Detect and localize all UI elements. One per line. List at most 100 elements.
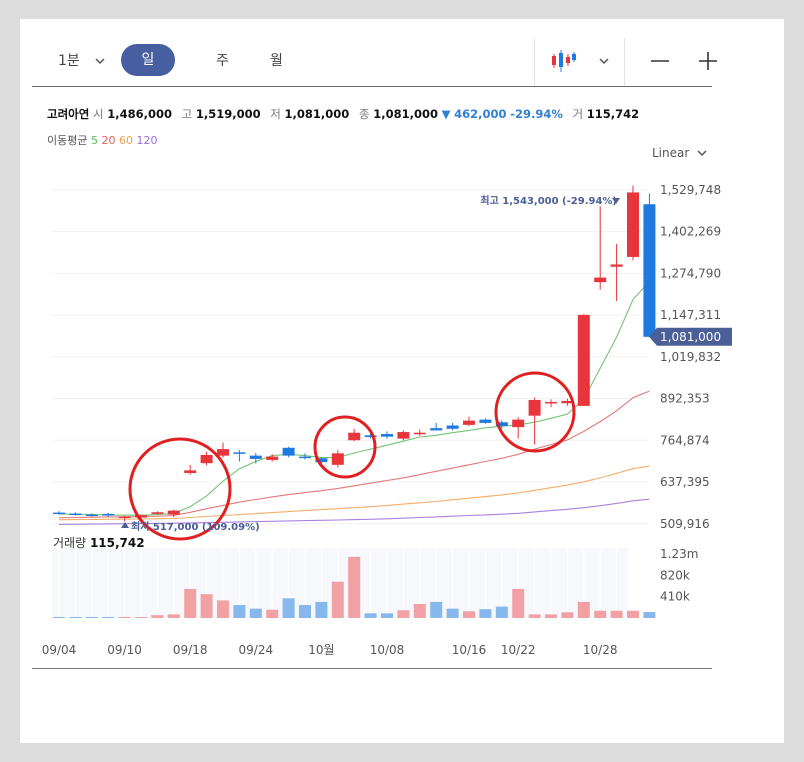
bottom-divider — [32, 668, 712, 669]
volume-bar — [249, 608, 262, 618]
open-price: 1,486,000 — [107, 107, 172, 121]
volume-bar — [85, 617, 98, 618]
candle-body — [479, 419, 492, 423]
max-marker-icon — [612, 198, 620, 204]
high-label: 고 — [181, 107, 193, 121]
x-axis-label: 10월 — [308, 643, 334, 657]
volume-bar — [512, 588, 525, 618]
close-price: 1,081,000 — [373, 107, 438, 121]
scale-select[interactable]: Linear — [652, 146, 707, 160]
ma-5: 5 — [90, 134, 98, 147]
volume-bar — [217, 600, 229, 618]
candle-body — [151, 512, 164, 514]
scale-label: Linear — [652, 146, 690, 160]
candle-body — [118, 516, 131, 519]
change-percent: -29.94% — [510, 107, 563, 121]
price-axis-label: 1,529,748 — [660, 183, 721, 197]
x-axis-label: 10/16 — [452, 643, 487, 657]
candle-body — [102, 513, 115, 516]
price-axis-label: 1,274,790 — [660, 266, 721, 280]
candle-body — [53, 512, 65, 515]
price-axis-label: 637,395 — [660, 475, 710, 489]
volume-bar — [331, 581, 344, 618]
close-label: 종 — [358, 107, 370, 121]
candle-body — [282, 447, 295, 456]
ma5-line — [58, 281, 650, 516]
volume-bar — [299, 605, 311, 618]
volume-bar — [610, 610, 623, 618]
volume-bar — [118, 617, 131, 618]
candle-body — [512, 419, 525, 428]
highlight-circle — [128, 437, 232, 541]
candle-body — [249, 455, 262, 459]
candle-body — [266, 456, 279, 460]
candle-body — [430, 428, 443, 431]
current-price-label: 1,081,000 — [660, 330, 721, 344]
tab-day[interactable]: 일 — [121, 44, 175, 76]
highlight-circle — [313, 415, 377, 479]
volume-bar — [102, 617, 115, 618]
ma60-line — [58, 465, 650, 521]
candlestick-type-icon[interactable] — [550, 48, 576, 74]
candle-body — [413, 432, 426, 435]
volume-bar — [545, 614, 557, 618]
volume-bar — [577, 601, 590, 618]
volume-bar — [53, 617, 65, 618]
candle-body — [643, 204, 656, 337]
volume-bar — [397, 610, 410, 618]
interval-select[interactable]: 1분 — [58, 53, 80, 69]
candle-body — [69, 513, 82, 516]
candle-body — [299, 456, 311, 459]
x-axis-label: 10/22 — [501, 643, 536, 657]
candle-body — [348, 432, 361, 441]
toolbar-divider — [624, 38, 625, 86]
candle-body — [446, 425, 459, 429]
candle-body — [364, 435, 377, 437]
tab-week[interactable]: 주 — [216, 53, 229, 69]
volume-bar — [266, 609, 279, 618]
price-axis-label: 1,147,311 — [660, 308, 721, 322]
candle-body — [577, 314, 590, 406]
candle-body — [495, 422, 508, 427]
chevron-down-icon[interactable] — [598, 57, 610, 65]
price-axis-label: 1,402,269 — [660, 225, 721, 239]
volume-title: 거래량 115,742 — [53, 536, 145, 550]
candle-body — [397, 432, 410, 439]
price-axis-label: 509,916 — [660, 517, 710, 531]
volume-bar — [69, 617, 82, 618]
change-amount: 462,000 — [454, 107, 507, 121]
candle-body — [315, 458, 328, 463]
candle-body — [463, 420, 475, 425]
zoom-in-icon[interactable] — [698, 51, 718, 71]
current-price-tag — [649, 327, 732, 346]
candle-body — [381, 434, 393, 437]
stock-name: 고려아연 — [47, 107, 90, 121]
x-axis-label: 09/04 — [42, 643, 77, 657]
chevron-down-icon[interactable] — [94, 57, 106, 65]
candle-body — [135, 515, 147, 518]
zoom-out-icon[interactable] — [650, 51, 670, 71]
candle-body — [85, 514, 98, 517]
low-label: 저 — [270, 107, 281, 121]
x-axis-label: 09/10 — [107, 643, 142, 657]
candle-body — [200, 454, 213, 464]
volume-bar — [413, 604, 426, 618]
candle-body — [331, 453, 344, 465]
chart-card — [20, 19, 784, 743]
x-axis-label: 09/18 — [173, 643, 208, 657]
tab-month[interactable]: 월 — [270, 53, 283, 69]
volume-bar — [495, 606, 508, 618]
volume-bar — [315, 601, 328, 618]
candle-body — [233, 452, 246, 454]
volume-bar — [463, 611, 475, 618]
candle-body — [167, 510, 180, 515]
candle-body — [561, 400, 574, 404]
volume-axis-label: 820k — [660, 568, 690, 582]
volume-bar — [561, 612, 574, 618]
volume-bar — [479, 609, 492, 618]
candle-body — [627, 192, 639, 257]
volume-bar — [364, 613, 377, 618]
candle-body — [528, 399, 541, 416]
volume-bar — [233, 605, 246, 618]
volume-bar — [627, 610, 639, 618]
